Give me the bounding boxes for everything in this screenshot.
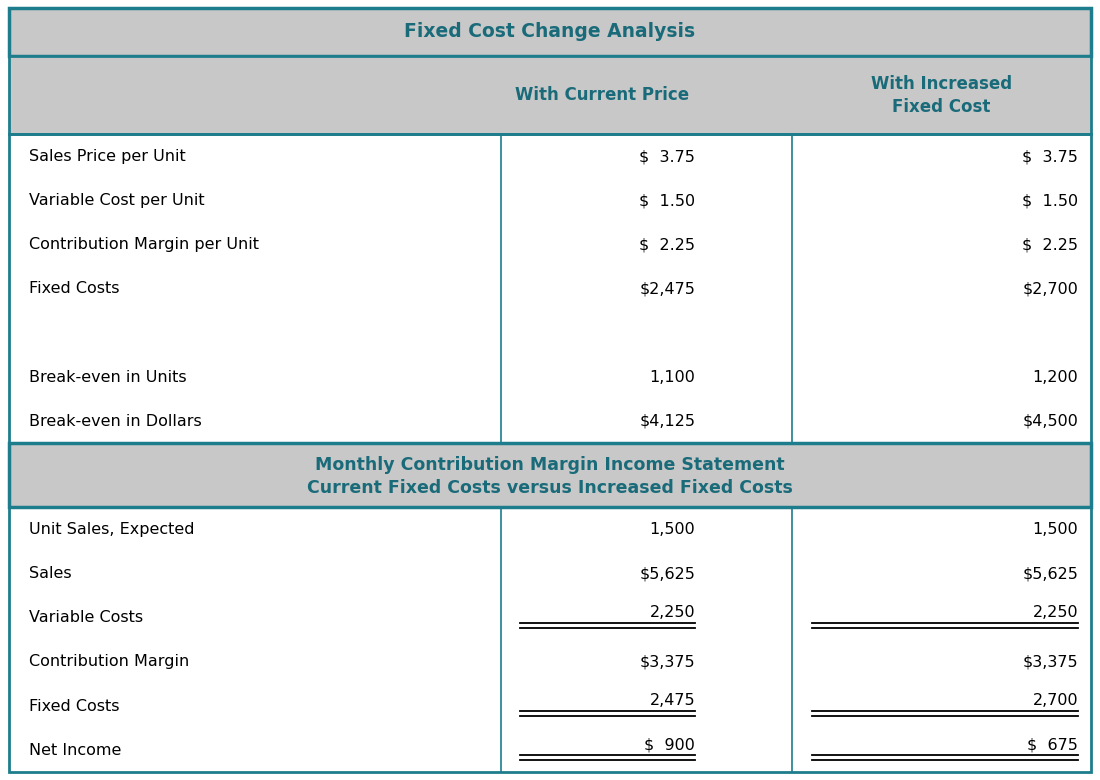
Text: Variable Cost per Unit: Variable Cost per Unit bbox=[29, 193, 205, 208]
Text: $4,125: $4,125 bbox=[639, 414, 695, 429]
Bar bbox=[9, 596, 1091, 640]
Text: $  2.25: $ 2.25 bbox=[639, 237, 695, 252]
Text: $  675: $ 675 bbox=[1027, 737, 1078, 753]
Text: $  1.50: $ 1.50 bbox=[1022, 193, 1078, 208]
Text: 2,250: 2,250 bbox=[1033, 605, 1078, 620]
Text: 1,100: 1,100 bbox=[649, 370, 695, 385]
Text: 2,475: 2,475 bbox=[650, 693, 695, 708]
Text: $2,475: $2,475 bbox=[639, 282, 695, 296]
Bar bbox=[9, 399, 1091, 443]
Text: Unit Sales, Expected: Unit Sales, Expected bbox=[29, 522, 194, 537]
Text: $5,625: $5,625 bbox=[1022, 566, 1078, 581]
Bar bbox=[9, 134, 1091, 179]
Text: With Increased
Fixed Cost: With Increased Fixed Cost bbox=[871, 75, 1012, 116]
Text: 2,250: 2,250 bbox=[650, 605, 695, 620]
Text: Sales: Sales bbox=[29, 566, 72, 581]
Bar bbox=[9, 443, 1091, 508]
Text: With Current Price: With Current Price bbox=[515, 87, 690, 105]
Text: $  1.50: $ 1.50 bbox=[639, 193, 695, 208]
Text: $  900: $ 900 bbox=[645, 737, 695, 753]
Text: Break-even in Dollars: Break-even in Dollars bbox=[29, 414, 201, 429]
Bar bbox=[9, 311, 1091, 355]
Bar bbox=[9, 684, 1091, 728]
Text: Fixed Costs: Fixed Costs bbox=[29, 282, 119, 296]
Text: Net Income: Net Income bbox=[29, 743, 121, 757]
Text: Monthly Contribution Margin Income Statement: Monthly Contribution Margin Income State… bbox=[316, 456, 784, 473]
Text: $  3.75: $ 3.75 bbox=[639, 149, 695, 164]
Text: 1,500: 1,500 bbox=[1032, 522, 1078, 537]
Bar bbox=[9, 508, 1091, 772]
Text: $  2.25: $ 2.25 bbox=[1022, 237, 1078, 252]
Bar bbox=[9, 640, 1091, 684]
Bar bbox=[9, 355, 1091, 399]
Bar bbox=[9, 223, 1091, 267]
Bar bbox=[9, 508, 1091, 551]
Text: $5,625: $5,625 bbox=[639, 566, 695, 581]
Bar bbox=[9, 8, 1091, 56]
Text: $3,375: $3,375 bbox=[639, 654, 695, 669]
Bar bbox=[9, 134, 1091, 443]
Text: 2,700: 2,700 bbox=[1033, 693, 1078, 708]
Text: 1,200: 1,200 bbox=[1032, 370, 1078, 385]
Text: Variable Costs: Variable Costs bbox=[29, 610, 143, 626]
Text: Contribution Margin per Unit: Contribution Margin per Unit bbox=[29, 237, 258, 252]
Text: Break-even in Units: Break-even in Units bbox=[29, 370, 186, 385]
Text: $2,700: $2,700 bbox=[1022, 282, 1078, 296]
Text: Fixed Cost Change Analysis: Fixed Cost Change Analysis bbox=[405, 23, 695, 41]
Text: $4,500: $4,500 bbox=[1022, 414, 1078, 429]
Bar bbox=[9, 179, 1091, 223]
Text: Sales Price per Unit: Sales Price per Unit bbox=[29, 149, 185, 164]
Bar bbox=[9, 551, 1091, 596]
Text: Fixed Costs: Fixed Costs bbox=[29, 699, 119, 714]
Bar bbox=[9, 267, 1091, 311]
Bar bbox=[9, 56, 1091, 134]
Bar bbox=[9, 728, 1091, 772]
Text: $3,375: $3,375 bbox=[1022, 654, 1078, 669]
Text: Current Fixed Costs versus Increased Fixed Costs: Current Fixed Costs versus Increased Fix… bbox=[307, 479, 793, 497]
Text: $  3.75: $ 3.75 bbox=[1022, 149, 1078, 164]
Text: 1,500: 1,500 bbox=[649, 522, 695, 537]
Text: Contribution Margin: Contribution Margin bbox=[29, 654, 189, 669]
